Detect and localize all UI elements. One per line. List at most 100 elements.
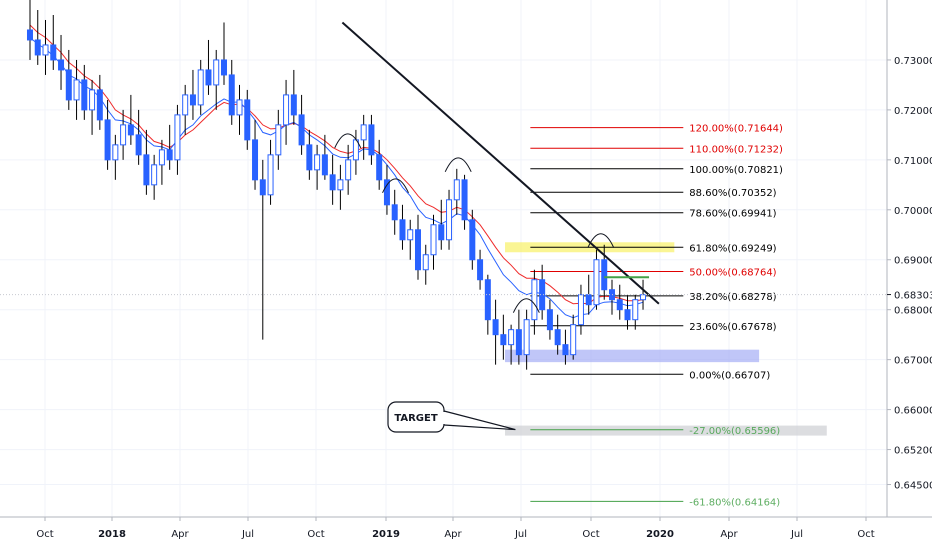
candle-body bbox=[632, 299, 639, 321]
candle[interactable] bbox=[554, 314, 561, 355]
candle[interactable] bbox=[26, 0, 33, 60]
candle[interactable] bbox=[446, 189, 453, 250]
candle[interactable] bbox=[73, 59, 80, 120]
candle-body bbox=[640, 294, 647, 301]
candle-body bbox=[228, 74, 235, 116]
candle[interactable] bbox=[492, 299, 499, 365]
candle-body bbox=[422, 254, 429, 271]
candle[interactable] bbox=[360, 114, 367, 160]
candle[interactable] bbox=[422, 244, 429, 285]
candle[interactable] bbox=[151, 154, 158, 200]
candle[interactable] bbox=[461, 174, 468, 230]
time-tick-label: Jul bbox=[514, 529, 527, 540]
candle[interactable] bbox=[34, 9, 41, 65]
candle[interactable] bbox=[539, 264, 546, 320]
candle[interactable] bbox=[96, 74, 103, 130]
candle-body bbox=[189, 94, 196, 106]
candle[interactable] bbox=[213, 49, 220, 110]
candle-body bbox=[616, 299, 623, 311]
candle-body bbox=[360, 124, 367, 141]
candle[interactable] bbox=[166, 124, 173, 170]
candle[interactable] bbox=[158, 139, 165, 185]
candle[interactable] bbox=[562, 329, 569, 365]
candle[interactable] bbox=[430, 214, 437, 270]
candle[interactable] bbox=[127, 94, 134, 145]
target-label: TARGET bbox=[394, 413, 438, 424]
candle[interactable] bbox=[81, 64, 88, 120]
candle[interactable] bbox=[259, 159, 266, 340]
candle-body bbox=[585, 294, 592, 306]
candle[interactable] bbox=[368, 114, 375, 165]
candle[interactable] bbox=[632, 294, 639, 330]
candle[interactable] bbox=[252, 119, 259, 190]
candle[interactable] bbox=[577, 284, 584, 335]
candle[interactable] bbox=[484, 274, 491, 335]
candle[interactable] bbox=[197, 59, 204, 115]
candles[interactable] bbox=[26, 0, 647, 370]
candle[interactable] bbox=[616, 284, 623, 320]
candle-body bbox=[96, 89, 103, 121]
candle[interactable] bbox=[531, 269, 538, 335]
candle[interactable] bbox=[89, 79, 96, 135]
candle[interactable] bbox=[189, 69, 196, 120]
candle[interactable] bbox=[267, 139, 274, 205]
candle[interactable] bbox=[306, 129, 313, 180]
trendline[interactable] bbox=[341, 21, 660, 305]
candle[interactable] bbox=[399, 204, 406, 250]
candle[interactable] bbox=[290, 69, 297, 125]
price-tick-label: 0.67000 bbox=[894, 356, 932, 367]
candle[interactable] bbox=[376, 139, 383, 190]
candle-body bbox=[267, 154, 274, 196]
candle[interactable] bbox=[469, 209, 476, 270]
candle[interactable] bbox=[640, 279, 647, 310]
candle[interactable] bbox=[220, 22, 227, 85]
candle[interactable] bbox=[383, 164, 390, 215]
candle[interactable] bbox=[283, 79, 290, 145]
candle[interactable] bbox=[42, 19, 49, 75]
candle[interactable] bbox=[236, 84, 243, 135]
candle[interactable] bbox=[624, 294, 631, 330]
candle[interactable] bbox=[321, 134, 328, 180]
candle[interactable] bbox=[546, 299, 553, 340]
candle[interactable] bbox=[58, 34, 65, 90]
candle[interactable] bbox=[135, 109, 142, 165]
candle[interactable] bbox=[407, 219, 414, 260]
candle[interactable] bbox=[228, 59, 235, 125]
candle[interactable] bbox=[314, 144, 321, 190]
candle[interactable] bbox=[515, 309, 522, 365]
candle[interactable] bbox=[593, 249, 600, 310]
candle[interactable] bbox=[174, 104, 181, 175]
annotations: TARGET bbox=[0, 21, 887, 433]
candle-body bbox=[376, 154, 383, 181]
candle[interactable] bbox=[143, 129, 150, 195]
candle[interactable] bbox=[500, 314, 507, 360]
candle[interactable] bbox=[329, 154, 336, 205]
candle[interactable] bbox=[414, 214, 421, 280]
candle[interactable] bbox=[112, 134, 119, 180]
candle-body bbox=[158, 149, 165, 166]
candle[interactable] bbox=[523, 309, 530, 370]
candle-body bbox=[220, 59, 227, 76]
candle[interactable] bbox=[104, 99, 111, 170]
candle[interactable] bbox=[275, 109, 282, 170]
candle[interactable] bbox=[345, 144, 352, 195]
candle[interactable] bbox=[244, 89, 251, 150]
candle[interactable] bbox=[508, 324, 515, 365]
candle[interactable] bbox=[50, 14, 57, 70]
candle[interactable] bbox=[205, 39, 212, 95]
candle[interactable] bbox=[477, 249, 484, 290]
candle[interactable] bbox=[453, 168, 460, 215]
candle[interactable] bbox=[182, 84, 189, 135]
candle-body bbox=[120, 124, 127, 146]
candle-body bbox=[213, 59, 220, 86]
candle[interactable] bbox=[298, 94, 305, 155]
candle[interactable] bbox=[391, 189, 398, 235]
current-price-marker bbox=[888, 287, 932, 302]
candle[interactable] bbox=[337, 164, 344, 210]
candle[interactable] bbox=[65, 49, 72, 110]
candle[interactable] bbox=[438, 199, 445, 250]
candle[interactable] bbox=[570, 314, 577, 360]
candle[interactable] bbox=[120, 109, 127, 160]
candle-body bbox=[306, 144, 313, 171]
